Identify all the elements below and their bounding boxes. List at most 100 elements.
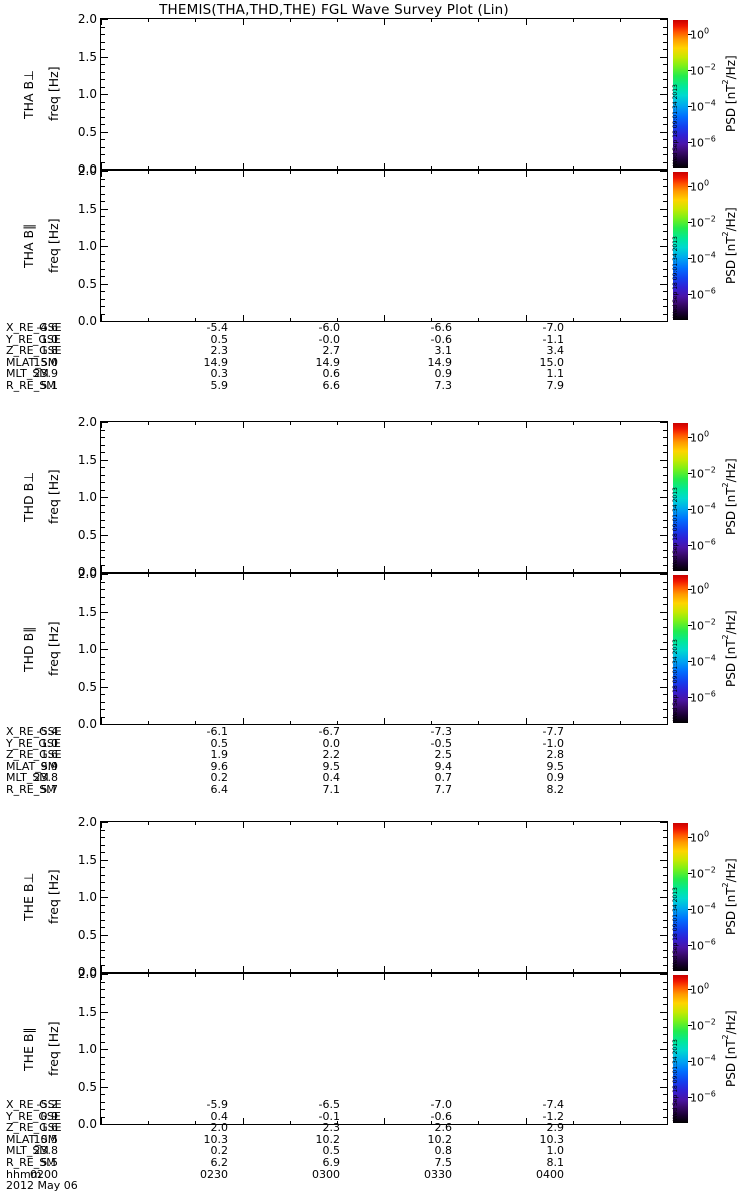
xtick-mark [242,171,244,177]
ephemeris-value: 7.1 [322,782,341,796]
ytick-minor-mark [663,161,667,163]
xtick-minor-mark [148,822,150,825]
ytick-minor-mark [101,41,105,43]
ephemeris-row: R_RE_SM 5.7 6.4 7.1 7.7 8.2 [0,784,750,796]
ephemeris-value: -0.1 [318,1109,340,1123]
xtick-minor-mark [572,822,574,825]
ytick-label: 1.0 [77,890,97,904]
ytick-minor-mark [101,223,105,225]
ephemeris-row: X_RE_GSE -4.6 -5.4 -6.0 -6.6 -7.0 [0,322,750,334]
ytick-minor-mark [663,882,667,883]
ephemeris-value: 0.0 [322,736,341,750]
ytick-mark [101,131,108,133]
colorbar-tick-label: 100 [690,26,710,42]
page-title: THEMIS(THA,THD,THE) FGL Wave Survey Plot… [159,2,509,18]
ytick-minor-mark [101,996,105,998]
xtick-minor-mark [572,19,574,22]
xtick-minor-mark [148,171,150,174]
ytick-minor-mark [663,429,667,431]
ytick-minor-mark [663,634,667,635]
xtick-mark [384,19,385,25]
colorbar-tick-mark [688,660,692,662]
colorbar-tick-label: 10−2 [690,1017,716,1033]
xtick-mark [525,163,527,169]
ytick-minor-mark [663,178,667,180]
ephemeris-value: 6.6 [322,378,341,392]
xtick-minor-mark [431,1121,433,1124]
colorbar-tick-mark [688,625,692,627]
xtick-mark [242,574,244,580]
ephemeris-row-label: X_RE_GSE [6,1098,62,1111]
ytick-minor-mark [663,1071,667,1073]
colorbar-tick-mark [688,473,692,475]
ephemeris-value: 1.9 [210,748,229,762]
ytick-mark [101,246,108,247]
ephemeris-value: 0230 [200,1167,228,1181]
ephemeris-row-label: Z_RE_GSE [6,748,62,762]
ephemeris-value: -5.4 [36,725,58,738]
xtick-mark [667,163,668,169]
ytick-minor-mark [101,71,105,73]
ytick-mark [660,1011,667,1013]
ytick-mark [101,459,108,461]
ytick-minor-mark [101,238,105,240]
ytick-minor-mark [663,231,667,232]
ephemeris-value: -1.2 [542,1109,564,1123]
ytick-minor-mark [101,701,105,703]
panel-the-bperp: 2.0 1.5 1.0 0.5 0.0 [78,816,668,978]
ephemeris-row: X_RE_GSE -5.2 -5.9 -6.5 -7.0 -7.4 [0,1099,750,1111]
ytick-minor-mark [101,927,105,928]
ytick-minor-mark [101,1071,105,1073]
xtick-mark [667,19,668,25]
xtick-minor-mark [478,422,480,425]
xtick-minor-mark [572,574,574,577]
ytick-minor-mark [101,482,105,483]
ephemeris-row-label: Y_RE_GSE [6,332,61,346]
ytick-minor-mark [663,619,667,620]
ytick-minor-mark [101,1019,105,1020]
yaxis-variable-label-thd-1: THD B∥ [21,626,36,672]
ytick-mark [101,208,108,210]
ephemeris-row-label: MLAT_SM [6,355,58,369]
ytick-minor-mark [663,874,667,876]
colorbar-the-0 [673,823,688,971]
xtick-mark [525,566,527,572]
xtick-mark [101,171,102,177]
ytick-minor-mark [663,957,667,958]
ytick-minor-mark [101,79,105,80]
ephemeris-value: 14.9 [427,355,453,369]
ephemeris-row: R_RE_SM 5.5 6.2 6.9 7.5 8.1 [0,1157,750,1169]
ytick-minor-mark [663,49,667,50]
ytick-mark [101,169,108,170]
ephemeris-row: R_RE_SM 5.1 5.9 6.6 7.3 7.9 [0,380,750,392]
ytick-mark [660,169,667,170]
xtick-minor-mark [336,974,338,977]
ytick-minor-mark [663,596,667,598]
ytick-minor-mark [101,1116,105,1118]
ytick-minor-mark [663,927,667,928]
ytick-label: 0.0 [77,1117,97,1131]
xtick-minor-mark [478,1121,480,1124]
yaxis-freq-label-tha-0: freq [Hz] [46,66,61,122]
colorbar-tick-mark [688,34,692,36]
xtick-mark [384,822,385,828]
ytick-minor-mark [663,549,667,551]
xtick-minor-mark [148,318,150,321]
ephemeris-row-label: Z_RE_GSE [6,1121,62,1135]
xtick-minor-mark [148,574,150,577]
xtick-minor-mark [195,721,197,724]
colorbar-tick-label: 10−4 [690,250,716,266]
colorbar-tick-label: 10−4 [690,901,716,917]
xtick-mark [101,574,102,580]
ytick-minor-mark [663,981,667,983]
ytick-minor-mark [101,964,105,966]
colorbar-tick-label: 10−4 [690,501,716,517]
ytick-minor-mark [101,452,105,453]
colorbar-tick-label: 100 [690,429,710,445]
xtick-minor-mark [336,422,338,425]
ytick-minor-mark [663,626,667,628]
xtick-minor-mark [619,1121,621,1124]
ytick-minor-mark [101,904,105,906]
xtick-mark [667,566,668,572]
ytick-mark [660,246,667,247]
